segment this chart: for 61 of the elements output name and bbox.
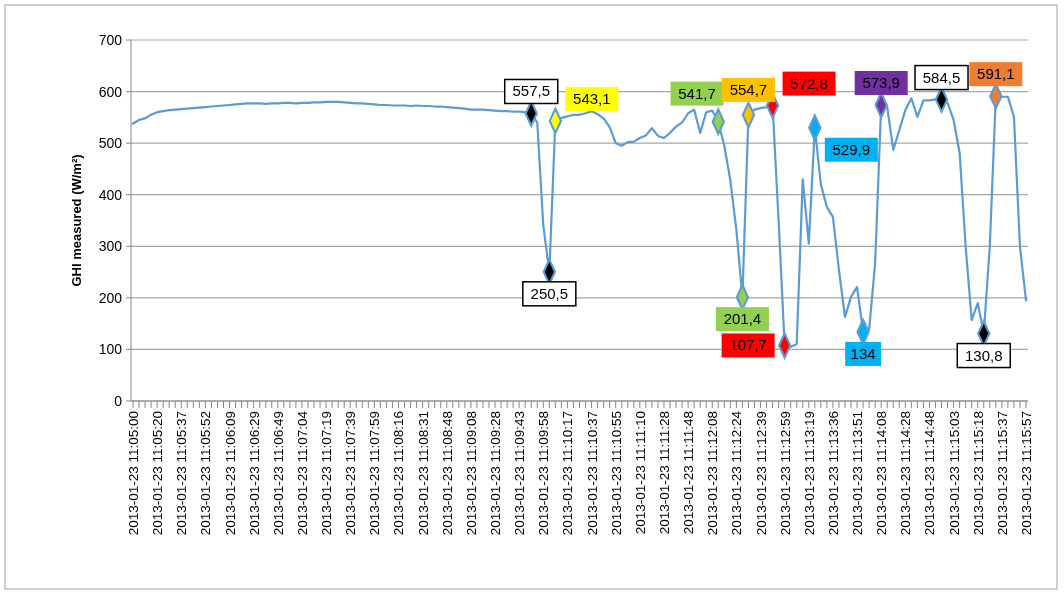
x-tick-label: 2013-01-23 11:15:37	[994, 411, 1010, 536]
x-tick-label: 2013-01-23 11:08:16	[391, 411, 407, 536]
data-label: 250,5	[530, 284, 569, 302]
x-tick-label: 2013-01-23 11:06:49	[270, 411, 286, 536]
data-label: 554,7	[729, 80, 768, 98]
data-label: 584,5	[922, 68, 961, 86]
y-tick-label: 0	[114, 393, 123, 409]
x-tick-label: 2013-01-23 11:06:09	[222, 411, 238, 536]
data-label: 529,9	[832, 140, 871, 158]
x-tick-label: 2013-01-23 11:07:04	[294, 410, 310, 536]
x-tick-label: 2013-01-23 11:05:20	[150, 411, 166, 536]
x-tick-label: 2013-01-23 11:15:03	[946, 411, 962, 536]
x-tick-label: 2013-01-23 11:11:28	[656, 411, 672, 535]
y-tick-label: 500	[98, 135, 123, 152]
x-tick-label: 2013-01-23 11:12:24	[729, 410, 745, 536]
data-label: 572,8	[790, 74, 828, 92]
data-label: 201,4	[723, 310, 762, 328]
x-tick-label: 2013-01-23 11:11:10	[632, 411, 648, 535]
data-label: 107,7	[729, 336, 767, 354]
x-tick-label: 2013-01-23 11:14:08	[874, 411, 890, 536]
x-tick-label: 2013-01-23 11:15:18	[970, 411, 986, 536]
x-tick-label: 2013-01-23 11:08:48	[439, 411, 455, 536]
x-tick-label: 2013-01-23 11:07:39	[343, 411, 359, 536]
x-tick-label: 2013-01-23 11:05:37	[174, 411, 190, 536]
x-tick-label: 2013-01-23 11:07:19	[319, 411, 335, 536]
y-tick-label: 700	[98, 32, 123, 48]
x-tick-label: 2013-01-23 11:12:08	[705, 411, 721, 536]
x-tick-label: 2013-01-23 11:05:52	[198, 411, 214, 536]
x-tick-label: 2013-01-23 11:07:59	[367, 411, 383, 536]
x-tick-label: 2013-01-23 11:09:08	[463, 411, 479, 536]
x-tick-label: 2013-01-23 11:09:58	[536, 411, 552, 536]
data-label: 134	[850, 344, 876, 362]
y-tick-label: 100	[98, 341, 123, 358]
y-axis-title: GHI measured (W/m²)	[69, 154, 84, 287]
x-tick-label: 2013-01-23 11:10:17	[560, 411, 576, 536]
x-tick-label: 2013-01-23 11:14:28	[898, 411, 914, 536]
x-tick-label: 2013-01-23 11:13:19	[801, 411, 817, 536]
x-tick-label: 2013-01-23 11:13:36	[825, 411, 841, 536]
x-tick-label: 2013-01-23 11:08:31	[415, 411, 431, 536]
x-tick-label: 2013-01-23 11:12:59	[777, 411, 793, 536]
data-label: 557,5	[512, 82, 550, 100]
x-tick-label: 2013-01-23 11:05:00	[126, 411, 141, 536]
data-label: 573,9	[862, 74, 900, 92]
x-tick-label: 2013-01-23 11:15:57	[1019, 411, 1034, 536]
data-label: 130,8	[964, 346, 1003, 364]
data-label: 543,1	[573, 89, 611, 107]
x-tick-label: 2013-01-23 11:10:55	[608, 411, 624, 536]
x-tick-label: 2013-01-23 11:11:48	[681, 411, 697, 535]
x-tick-label: 2013-01-23 11:13:51	[850, 411, 866, 536]
y-tick-label: 600	[98, 83, 123, 100]
y-tick-label: 400	[98, 186, 123, 203]
x-tick-label: 2013-01-23 11:12:39	[753, 411, 769, 536]
x-tick-label: 2013-01-23 11:10:37	[584, 411, 600, 536]
x-tick-label: 2013-01-23 11:06:29	[246, 411, 262, 536]
data-label: 591,1	[977, 65, 1015, 83]
data-label: 541,7	[678, 84, 716, 102]
y-tick-label: 200	[98, 289, 123, 306]
x-tick-label: 2013-01-23 11:09:28	[488, 411, 504, 536]
x-tick-label: 2013-01-23 11:09:43	[512, 411, 528, 536]
x-tick-label: 2013-01-23 11:14:48	[922, 411, 938, 536]
y-tick-label: 300	[98, 238, 123, 255]
